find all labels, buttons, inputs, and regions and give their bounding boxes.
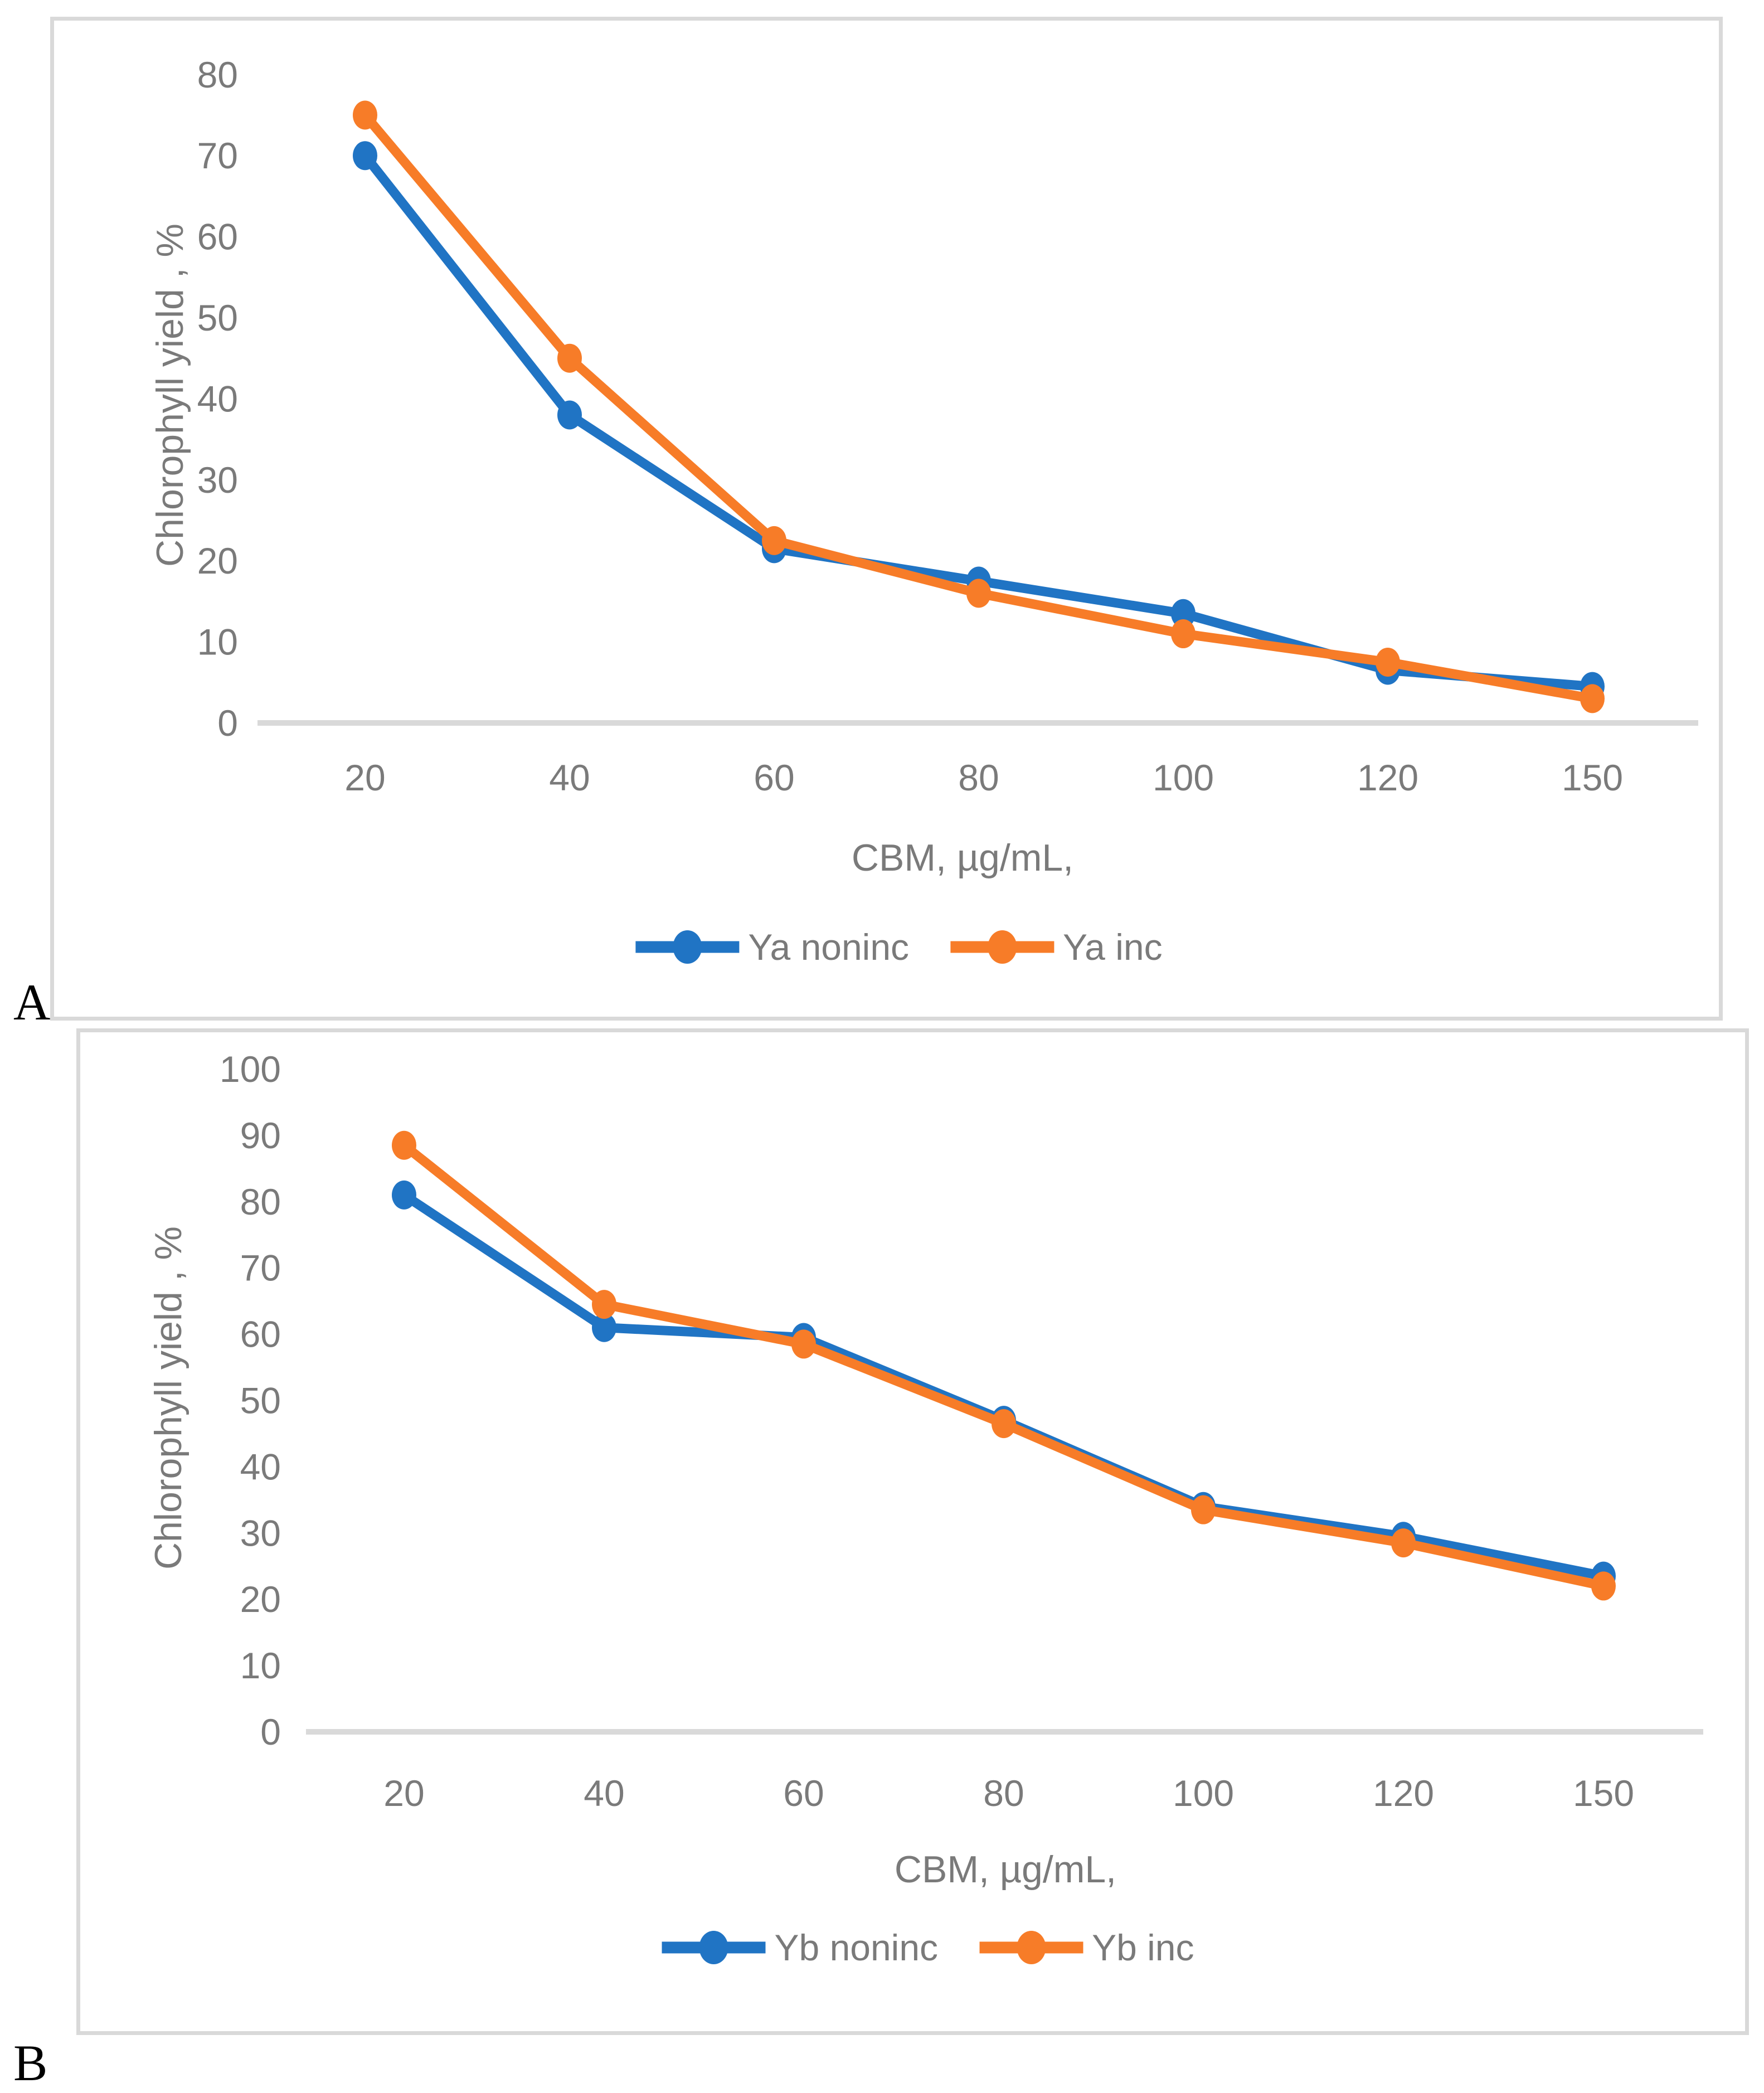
y-tick-label: 70 (240, 1247, 281, 1289)
legend-label: Yb noninc (774, 1927, 939, 1968)
chart-a-plot-area: 0 10 20 30 40 50 60 70 80 20 40 60 80 100 120 150 (197, 54, 1698, 798)
y-tick-label: 90 (240, 1115, 281, 1156)
y-tick-label: 0 (217, 702, 238, 744)
data-point-marker (592, 1290, 616, 1319)
y-tick-label: 60 (240, 1314, 281, 1355)
legend-label: Yb inc (1092, 1927, 1194, 1968)
legend-item-ya-inc: Ya inc (949, 926, 1163, 968)
data-point-marker (1191, 1495, 1216, 1524)
y-axis-title: Chlorophyll yield , % (147, 1226, 189, 1570)
y-tick-label: 0 (260, 1711, 281, 1752)
y-tick-label: 20 (197, 540, 238, 581)
data-point-marker (392, 1130, 416, 1160)
data-point-marker (557, 400, 582, 430)
x-tick-label: 60 (783, 1773, 824, 1814)
legend-item-ya-noninc: Ya noninc (634, 926, 909, 968)
data-point-marker (791, 1329, 816, 1359)
x-tick-label: 150 (1562, 757, 1623, 798)
legend-item-yb-noninc: Yb noninc (661, 1926, 939, 1969)
legend: Yb noninc Yb inc (661, 1926, 1194, 1969)
data-point-marker (1171, 599, 1196, 628)
data-point-marker (1376, 647, 1400, 677)
data-point-marker (1591, 1571, 1616, 1601)
y-tick-label: 50 (240, 1380, 281, 1421)
y-tick-label: 20 (240, 1579, 281, 1620)
data-point-marker (592, 1313, 616, 1342)
x-tick-label: 40 (549, 757, 590, 798)
y-tick-label: 40 (240, 1446, 281, 1487)
data-point-marker (966, 579, 991, 608)
x-axis-title: CBM, µg/mL, (851, 837, 1074, 879)
y-tick-label: 10 (197, 621, 238, 663)
y-tick-label: 80 (240, 1181, 281, 1222)
y-tick-label: 30 (240, 1512, 281, 1553)
data-point-marker (992, 1409, 1016, 1439)
legend: Ya noninc Ya inc (634, 926, 1163, 968)
y-tick-label: 60 (197, 216, 238, 258)
x-tick-label: 40 (584, 1773, 624, 1814)
y-axis-title: Chlorophyll yield , % (149, 223, 191, 567)
data-point-marker (1391, 1528, 1416, 1558)
y-tick-label: 30 (197, 459, 238, 501)
data-point-marker (762, 526, 786, 555)
series-line (399, 1190, 1609, 1581)
data-point-marker (557, 343, 582, 373)
x-tick-label: 120 (1357, 757, 1418, 798)
y-tick-label: 80 (197, 54, 238, 95)
line-marker-icon (662, 1931, 766, 1964)
chart-panel-b: 0 10 20 30 40 50 60 70 80 90 100 20 40 60 80 100 120 150 … (76, 1028, 1749, 2035)
y-tick-label: 70 (197, 135, 238, 176)
chart-panel-a: 0 10 20 30 40 50 60 70 80 20 40 60 80 100 120 150 Chlor… (50, 17, 1723, 1021)
line-marker-icon (979, 1931, 1083, 1964)
x-tick-label: 80 (983, 1773, 1024, 1814)
series-line (360, 110, 1597, 703)
data-point-marker (353, 141, 377, 171)
data-point-marker (392, 1180, 416, 1210)
figure-label-b: B (13, 2034, 48, 2091)
x-tick-label: 80 (958, 757, 999, 798)
line-marker-icon (635, 930, 740, 964)
y-tick-label: 50 (197, 297, 238, 338)
x-tick-label: 100 (1153, 757, 1214, 798)
y-tick-label: 100 (220, 1048, 281, 1090)
series-line (399, 1140, 1609, 1591)
legend-label: Ya noninc (748, 926, 910, 968)
data-point-marker (1171, 619, 1196, 649)
legend-label: Ya inc (1063, 926, 1163, 968)
x-tick-label: 20 (344, 757, 385, 798)
line-marker-icon (950, 930, 1054, 964)
legend-item-yb-inc: Yb inc (978, 1926, 1194, 1969)
y-tick-label: 10 (240, 1645, 281, 1686)
chart-b-plot-area: 0 10 20 30 40 50 60 70 80 90 100 20 40 60 80 100 120 150 (220, 1048, 1703, 1814)
figure-label-a: A (13, 974, 51, 1031)
x-tick-label: 20 (383, 1773, 424, 1814)
x-tick-label: 100 (1173, 1773, 1234, 1814)
data-point-marker (353, 100, 377, 130)
x-tick-label: 60 (754, 757, 794, 798)
x-tick-label: 150 (1573, 1773, 1634, 1814)
data-point-marker (1580, 684, 1605, 713)
x-tick-label: 120 (1373, 1773, 1434, 1814)
y-tick-label: 40 (197, 378, 238, 419)
x-axis-title: CBM, µg/mL, (894, 1848, 1117, 1891)
